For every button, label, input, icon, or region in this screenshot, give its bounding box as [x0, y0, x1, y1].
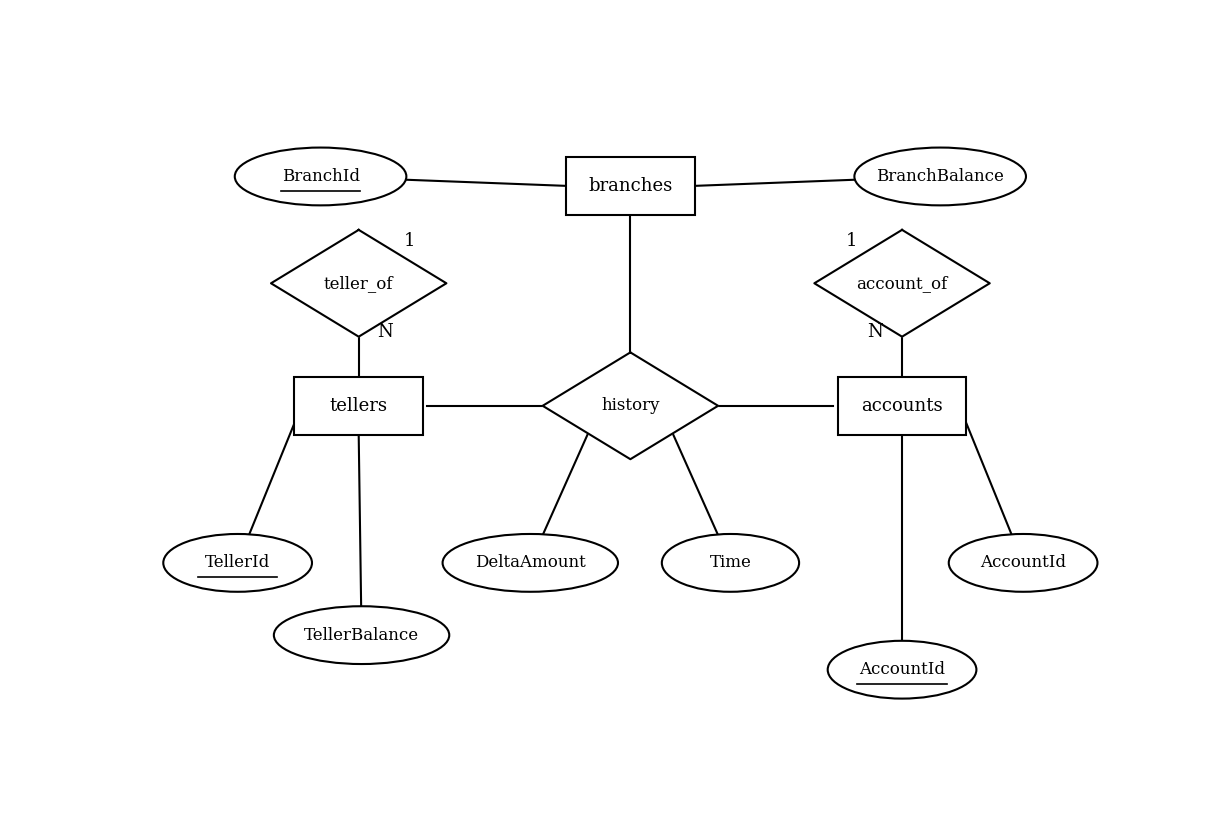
Text: branches: branches	[588, 177, 673, 195]
Text: teller_of: teller_of	[323, 275, 394, 292]
Text: TellerBalance: TellerBalance	[304, 627, 419, 644]
Ellipse shape	[164, 534, 312, 592]
Polygon shape	[542, 353, 718, 459]
Ellipse shape	[662, 534, 800, 592]
Text: 1: 1	[403, 232, 415, 250]
Ellipse shape	[828, 641, 977, 698]
Text: accounts: accounts	[861, 397, 943, 415]
Ellipse shape	[274, 606, 449, 664]
Text: DeltaAmount: DeltaAmount	[475, 554, 585, 571]
Text: tellers: tellers	[330, 397, 387, 415]
Ellipse shape	[443, 534, 617, 592]
Text: history: history	[601, 397, 659, 415]
Text: AccountId: AccountId	[980, 554, 1066, 571]
Ellipse shape	[855, 148, 1026, 206]
Bar	[294, 377, 423, 435]
Ellipse shape	[235, 148, 406, 206]
Text: AccountId: AccountId	[859, 661, 945, 678]
Text: Time: Time	[710, 554, 752, 571]
Text: 1: 1	[846, 232, 857, 250]
Text: N: N	[378, 322, 394, 340]
Polygon shape	[271, 230, 446, 337]
Text: BranchBalance: BranchBalance	[876, 168, 1004, 185]
Bar	[838, 377, 967, 435]
Polygon shape	[814, 230, 990, 337]
Text: account_of: account_of	[856, 275, 947, 292]
Ellipse shape	[948, 534, 1097, 592]
Text: BranchId: BranchId	[282, 168, 359, 185]
Bar	[566, 157, 695, 215]
Text: TellerId: TellerId	[205, 554, 271, 571]
Text: N: N	[867, 322, 883, 340]
